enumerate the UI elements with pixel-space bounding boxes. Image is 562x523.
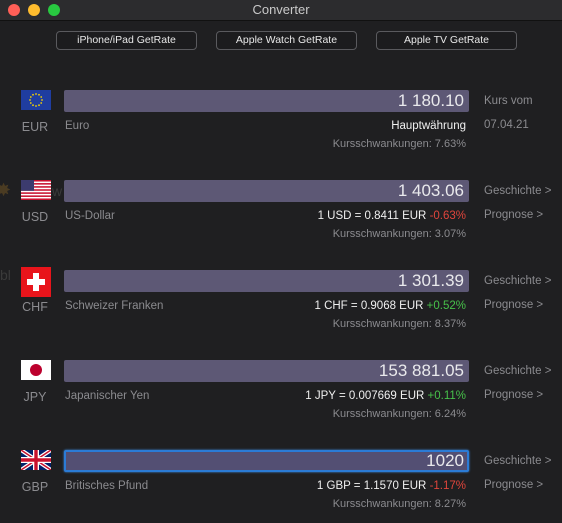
forecast-link[interactable]: Prognose > (484, 479, 544, 491)
amount-field-eur[interactable]: 1 180.10 (64, 90, 469, 112)
fluctuation-text: Kursschwankungen: 7.63% (332, 138, 466, 150)
exchange-rate: 1 JPY = 0.007669 EUR +0.11% (305, 390, 466, 402)
history-link[interactable]: Geschichte > (484, 455, 552, 467)
amount-value: 1 180.10 (397, 91, 464, 110)
forecast-link[interactable]: Prognose > (484, 209, 544, 221)
amount-value: 1020 (426, 451, 464, 470)
exchange-rate: 1 GBP = 1.1570 EUR -1.17% (316, 480, 466, 492)
eu-flag-icon (21, 90, 51, 110)
amount-field-jpy[interactable]: 153 881.05 (64, 360, 469, 382)
amount-value: 1 403.06 (397, 181, 464, 200)
history-link[interactable]: Geschichte > (484, 365, 552, 377)
rate-change: -1.17% (429, 480, 466, 492)
amount-field-usd[interactable]: 1 403.06 (64, 180, 469, 202)
currency-name: Schweizer Franken (65, 300, 164, 312)
rate-change: +0.11% (427, 390, 466, 402)
gb-flag-icon (21, 450, 51, 470)
exchange-rate: Hauptwährung (391, 120, 466, 132)
rate-change: -0.63% (429, 210, 466, 222)
fluctuation-text: Kursschwankungen: 8.37% (332, 318, 466, 330)
currency-row-chf: CHF 1 301.39 Schweizer Franken 1 CHF = 0… (0, 267, 562, 360)
zoom-button[interactable] (48, 4, 60, 16)
rate-date-value: 07.04.21 (484, 119, 529, 131)
rate-date-label: Kurs vom (484, 95, 533, 107)
currency-code: GBP (21, 480, 49, 494)
currency-row-eur: EUR 1 180.10 Euro Hauptwährung Kursschwa… (0, 90, 562, 180)
amount-field-chf[interactable]: 1 301.39 (64, 270, 469, 292)
currency-name: Euro (65, 120, 90, 132)
title-bar: Converter (0, 0, 562, 21)
currency-name: US-Dollar (65, 210, 115, 222)
us-flag-icon (21, 180, 51, 200)
background-star-icon: ✸ (0, 180, 12, 200)
amount-value: 1 301.39 (397, 271, 464, 290)
iphone-getrate-button[interactable]: iPhone/iPad GetRate (56, 31, 197, 50)
exchange-rate: 1 CHF = 0.9068 EUR +0.52% (314, 300, 466, 312)
fluctuation-text: Kursschwankungen: 3.07% (332, 228, 466, 240)
currency-row-gbp: GBP 1020 Britisches Pfund 1 GBP = 1.1570… (0, 450, 562, 523)
currency-code: CHF (22, 300, 48, 314)
currency-code: USD (21, 210, 49, 224)
forecast-link[interactable]: Prognose > (484, 299, 544, 311)
currency-code: JPY (23, 390, 47, 404)
currency-code: EUR (21, 120, 49, 134)
amount-value: 153 881.05 (378, 361, 464, 380)
fluctuation-text: Kursschwankungen: 6.24% (332, 408, 466, 420)
rate-change: +0.52% (426, 300, 466, 312)
currency-name: Japanischer Yen (65, 390, 150, 402)
amount-field-gbp[interactable]: 1020 (64, 450, 469, 472)
currency-name: Britisches Pfund (65, 480, 149, 492)
minimize-button[interactable] (28, 4, 40, 16)
close-button[interactable] (8, 4, 20, 16)
exchange-rate: 1 USD = 0.8411 EUR -0.63% (317, 210, 466, 222)
window-title: Converter (252, 2, 310, 17)
history-link[interactable]: Geschichte > (484, 185, 552, 197)
ch-flag-icon (21, 267, 51, 297)
history-link[interactable]: Geschichte > (484, 275, 552, 287)
currency-row-jpy: JPY 153 881.05 Japanischer Yen 1 JPY = 0… (0, 360, 562, 450)
tv-getrate-button[interactable]: Apple TV GetRate (376, 31, 517, 50)
watch-getrate-button[interactable]: Apple Watch GetRate (216, 31, 357, 50)
background-text: bl (0, 267, 11, 283)
fluctuation-text: Kursschwankungen: 8.27% (332, 498, 466, 510)
currency-row-usd: USD 1 403.06 US-Dollar 1 USD = 0.8411 EU… (0, 180, 562, 270)
jp-flag-icon (21, 360, 51, 380)
forecast-link[interactable]: Prognose > (484, 389, 544, 401)
